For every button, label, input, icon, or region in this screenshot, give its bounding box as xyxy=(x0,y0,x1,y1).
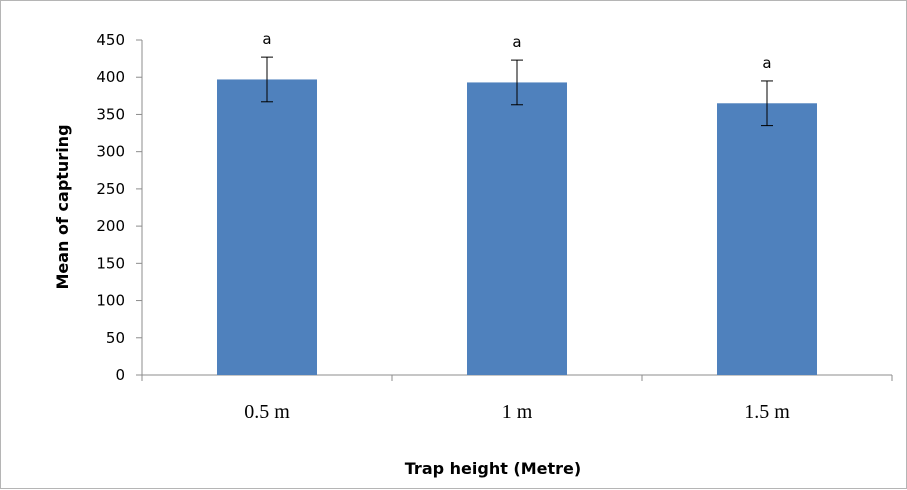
significance-letter: a xyxy=(762,54,771,72)
category-labels: a 0.5 m a 1 m a 1.5 m xyxy=(244,30,790,423)
category-label: 1 m xyxy=(502,401,533,423)
x-axis xyxy=(141,374,893,381)
y-tick-label: 400 xyxy=(96,68,125,86)
bars xyxy=(217,79,817,376)
y-tick-label: 200 xyxy=(96,217,125,235)
y-tick-label: 150 xyxy=(96,254,125,272)
bar xyxy=(467,82,567,375)
y-tick-label: 100 xyxy=(96,292,125,310)
significance-letter: a xyxy=(262,30,271,48)
x-axis-title: Trap height (Metre) xyxy=(405,459,581,478)
category-label: 0.5 m xyxy=(244,401,290,423)
category-label: 1.5 m xyxy=(744,401,790,423)
bar xyxy=(217,79,317,375)
y-tick-label: 450 xyxy=(96,31,125,49)
y-tick-label: 0 xyxy=(115,366,125,384)
y-axis: 0 50 100 150 200 250 300 350 400 450 xyxy=(96,31,143,384)
y-tick-label: 350 xyxy=(96,105,125,123)
significance-letter: a xyxy=(512,33,521,51)
error-bars xyxy=(261,56,773,127)
bar xyxy=(717,103,817,376)
y-axis-title: Mean of capturing xyxy=(53,124,72,289)
y-tick-label: 300 xyxy=(96,143,125,161)
y-tick-label: 250 xyxy=(96,180,125,198)
y-tick-label: 50 xyxy=(106,329,125,347)
